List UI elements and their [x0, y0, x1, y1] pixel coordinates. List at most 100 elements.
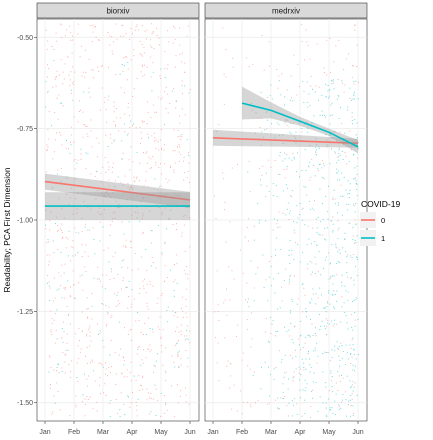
point-series-0 — [285, 120, 287, 122]
point-series-1 — [295, 355, 297, 357]
point-series-1 — [56, 173, 58, 175]
point-series-0 — [355, 223, 357, 225]
point-series-0 — [224, 201, 226, 203]
point-series-1 — [336, 98, 338, 100]
point-series-1 — [349, 380, 351, 382]
point-series-0 — [56, 76, 58, 78]
point-series-1 — [181, 134, 183, 136]
point-series-1 — [302, 347, 304, 349]
point-series-1 — [329, 407, 331, 409]
point-series-0 — [81, 45, 83, 47]
point-series-0 — [129, 169, 131, 171]
point-series-0 — [333, 61, 335, 63]
point-series-1 — [321, 320, 323, 322]
point-series-1 — [67, 314, 69, 316]
point-series-0 — [158, 149, 160, 151]
point-series-0 — [72, 66, 73, 68]
point-series-0 — [246, 282, 248, 284]
point-series-0 — [90, 173, 92, 175]
point-series-0 — [86, 362, 88, 364]
point-series-0 — [139, 389, 140, 391]
point-series-0 — [67, 56, 68, 58]
point-series-1 — [292, 122, 294, 124]
point-series-0 — [146, 270, 148, 272]
point-series-0 — [293, 54, 295, 56]
point-series-0 — [344, 84, 346, 86]
point-series-0 — [70, 323, 72, 325]
point-series-0 — [72, 270, 74, 272]
point-series-0 — [141, 120, 143, 122]
point-series-0 — [109, 402, 111, 404]
point-series-0 — [277, 173, 279, 175]
point-series-0 — [72, 240, 74, 242]
point-series-1 — [57, 363, 59, 365]
point-series-0 — [124, 327, 125, 329]
point-series-0 — [92, 24, 94, 26]
point-series-0 — [125, 286, 127, 288]
point-series-1 — [307, 127, 309, 129]
point-series-1 — [76, 377, 78, 378]
point-series-1 — [336, 263, 338, 265]
point-series-0 — [56, 98, 58, 99]
point-series-1 — [121, 266, 123, 268]
point-series-1 — [247, 171, 249, 173]
point-series-0 — [126, 369, 128, 371]
point-series-1 — [67, 280, 69, 282]
point-series-1 — [347, 291, 349, 293]
point-series-0 — [281, 286, 283, 288]
point-series-0 — [61, 229, 62, 231]
point-series-0 — [164, 412, 166, 414]
point-series-1 — [85, 152, 87, 154]
point-series-0 — [54, 342, 56, 344]
point-series-0 — [181, 52, 183, 54]
point-series-0 — [57, 229, 59, 231]
point-series-0 — [283, 169, 285, 170]
point-series-0 — [107, 313, 109, 315]
point-series-1 — [354, 365, 356, 367]
point-series-0 — [148, 392, 149, 394]
point-series-0 — [59, 409, 61, 411]
point-series-0 — [92, 407, 94, 409]
point-series-0 — [147, 308, 149, 310]
point-series-1 — [45, 106, 47, 108]
point-series-0 — [177, 316, 178, 318]
point-series-0 — [118, 130, 120, 132]
point-series-0 — [87, 135, 89, 137]
point-series-0 — [92, 31, 94, 33]
point-series-0 — [173, 281, 175, 283]
point-series-0 — [139, 126, 141, 128]
point-series-1 — [145, 334, 147, 335]
point-series-1 — [258, 222, 260, 224]
point-series-0 — [141, 55, 143, 57]
point-series-0 — [101, 192, 103, 194]
point-series-1 — [330, 409, 331, 411]
point-series-1 — [99, 240, 101, 242]
point-series-1 — [69, 152, 71, 154]
point-series-0 — [152, 262, 154, 263]
point-series-0 — [85, 244, 87, 246]
point-series-0 — [143, 152, 144, 153]
point-series-1 — [188, 92, 190, 94]
point-series-0 — [79, 351, 81, 353]
point-series-0 — [270, 166, 272, 168]
point-series-0 — [115, 399, 117, 400]
point-series-0 — [170, 385, 172, 387]
point-series-1 — [88, 229, 90, 231]
point-series-0 — [137, 29, 139, 31]
point-series-1 — [300, 320, 302, 322]
point-series-1 — [312, 88, 313, 90]
point-series-0 — [75, 333, 77, 335]
point-series-0 — [182, 296, 184, 298]
point-series-1 — [303, 102, 305, 103]
point-series-0 — [90, 340, 92, 342]
point-series-1 — [74, 297, 76, 299]
point-series-0 — [123, 376, 125, 378]
point-series-0 — [130, 402, 132, 404]
point-series-1 — [314, 273, 316, 274]
point-series-0 — [109, 372, 111, 374]
point-series-1 — [302, 207, 304, 209]
point-series-0 — [349, 98, 351, 99]
point-series-0 — [115, 117, 117, 119]
point-series-1 — [332, 223, 334, 225]
point-series-0 — [74, 168, 76, 170]
